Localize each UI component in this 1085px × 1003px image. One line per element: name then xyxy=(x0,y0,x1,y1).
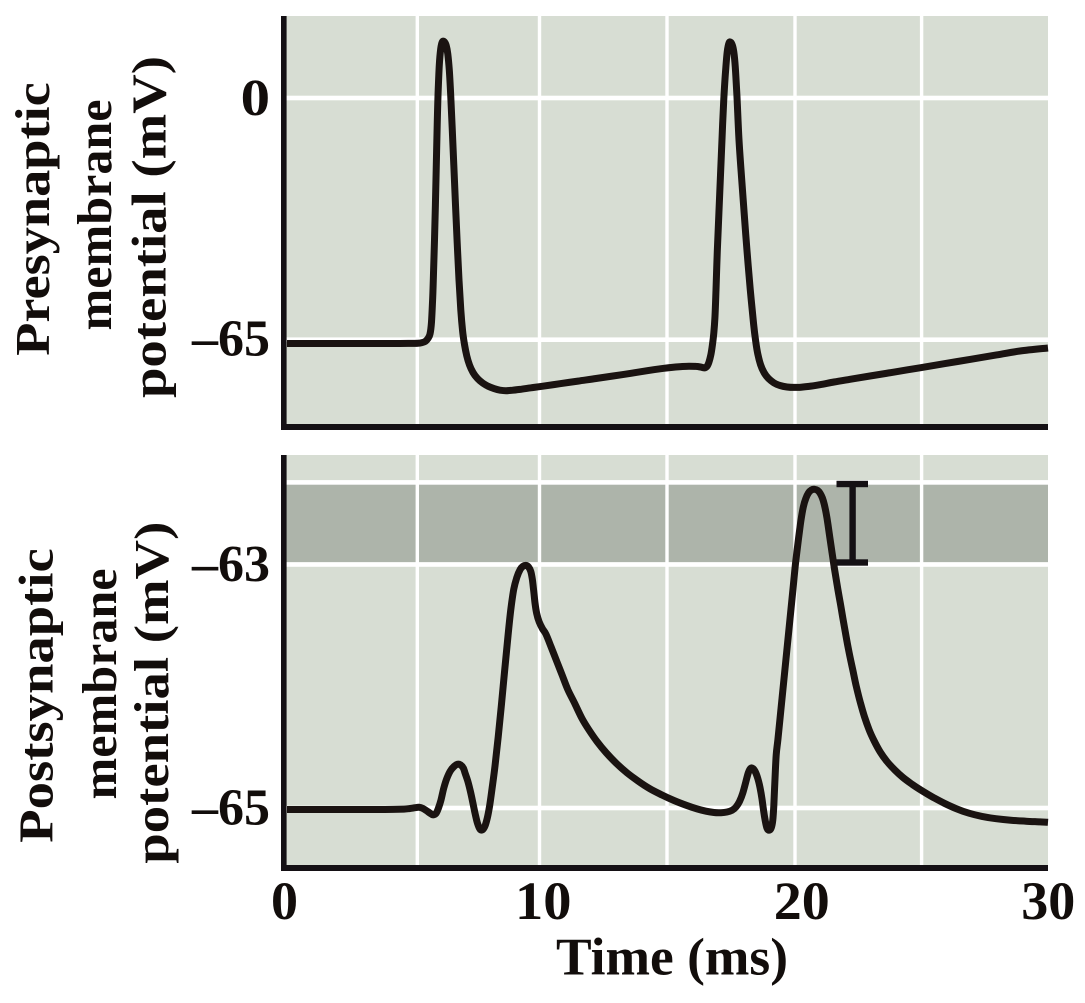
svg-text:Postsynaptic: Postsynaptic xyxy=(11,548,64,843)
svg-text:membrane: membrane xyxy=(69,99,122,330)
svg-text:–65: –65 xyxy=(191,311,270,368)
svg-text:Presynaptic: Presynaptic xyxy=(7,82,60,356)
svg-text:10: 10 xyxy=(515,871,572,931)
svg-text:Time (ms): Time (ms) xyxy=(556,929,788,987)
svg-text:30: 30 xyxy=(1021,871,1075,931)
svg-text:potential (mV): potential (mV) xyxy=(124,56,177,398)
svg-text:0: 0 xyxy=(241,70,270,127)
svg-text:membrane: membrane xyxy=(74,569,127,800)
svg-text:–65: –65 xyxy=(191,780,270,837)
svg-text:potential (mV): potential (mV) xyxy=(126,522,179,864)
svg-text:–63: –63 xyxy=(191,536,270,593)
svg-text:20: 20 xyxy=(774,871,830,931)
svg-text:0: 0 xyxy=(271,871,298,931)
